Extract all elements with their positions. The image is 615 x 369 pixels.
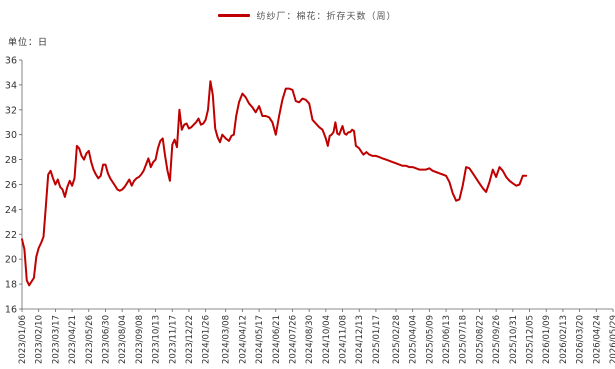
x-tick-label: 2023/10/13 [152,315,162,364]
chart-legend: 纺纱厂：棉花：折存天数（周） [0,9,615,22]
x-tick-label: 2026/04/24 [592,315,602,364]
unit-label: 单位：日 [8,38,49,48]
x-tick-label: 2026/03/20 [576,315,586,364]
x-tick-label: 2026/01/09 [542,315,552,364]
y-tick-label: 18 [5,280,17,291]
x-tick-label: 2025/10/31 [509,315,519,364]
x-tick-label: 2023/12/22 [185,315,195,364]
x-tick-label: 2023/03/17 [51,315,61,364]
x-tick-label: 2025/02/28 [392,315,402,364]
legend-label: 纺纱厂：棉花：折存天数（周） [256,12,397,22]
x-tick-label: 2023/11/17 [168,315,178,364]
x-tick-label: 2023/09/08 [135,315,145,364]
x-tick-label: 2024/12/13 [355,315,365,364]
legend-swatch [218,14,251,17]
y-tick-label: 22 [5,230,17,241]
y-tick-label: 20 [5,255,17,266]
x-tick-label: 2023/02/10 [35,315,45,364]
x-tick-label: 2025/07/18 [459,315,469,364]
x-tick-label: 2024/08/30 [305,315,315,364]
x-tick-label: 2025/04/04 [409,315,419,364]
x-tick-label: 2024/06/21 [272,315,282,364]
x-tick-label: 2024/04/12 [238,315,248,364]
x-tick-label: 2023/05/26 [85,315,95,364]
x-tick-label: 2023/01/06 [18,315,28,364]
y-tick-label: 32 [5,105,17,116]
y-tick-label: 36 [5,56,17,67]
x-tick-label: 2026/02/13 [559,315,569,364]
y-tick-label: 30 [5,130,17,141]
series-line [21,80,528,287]
x-tick-label: 2025/05/09 [425,315,435,364]
x-tick-label: 2024/10/04 [322,315,332,364]
y-tick-label: 28 [5,155,17,166]
x-tick-label: 2023/04/21 [68,315,78,364]
x-tick-label: 2025/09/26 [492,315,502,364]
x-tick-label: 2025/08/22 [475,315,485,364]
y-tick-label: 16 [5,305,17,316]
x-tick-label: 2024/07/26 [288,315,298,364]
x-tick-label: 2024/03/08 [222,315,232,364]
x-tick-label: 2026/05/29 [609,315,615,364]
x-tick-label: 2025/12/05 [526,315,536,364]
x-tick-label: 2025/01/17 [372,315,382,364]
x-tick-label: 2024/01/26 [202,315,212,364]
y-tick-label: 34 [5,80,17,91]
y-tick-label: 24 [5,205,17,216]
x-tick-label: 2024/05/17 [255,315,265,364]
x-tick-label: 2023/08/04 [118,315,128,364]
x-tick-label: 2024/11/08 [339,315,349,364]
x-tick-label: 2023/06/30 [101,315,111,364]
y-tick-label: 26 [5,180,17,191]
x-tick-label: 2025/06/13 [442,315,452,364]
